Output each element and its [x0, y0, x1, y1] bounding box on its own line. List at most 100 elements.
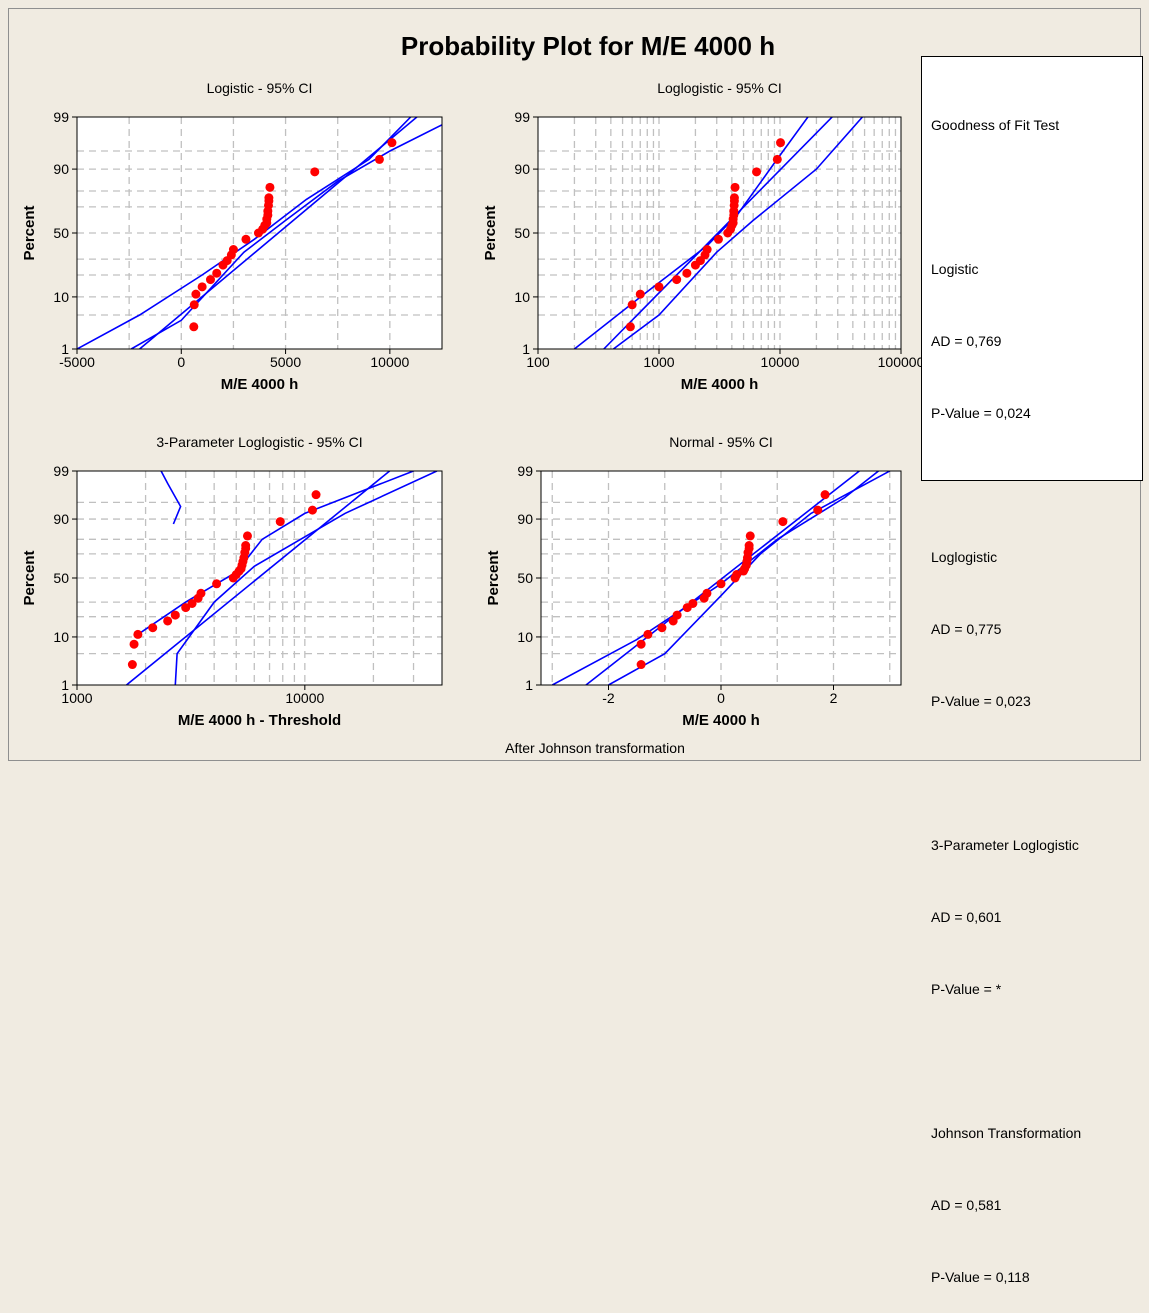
- y-axis-label: Percent: [485, 550, 502, 605]
- fit-entry-name: Loglogistic: [931, 549, 998, 565]
- fit-lines: [125, 471, 438, 685]
- ci-upper-line: [174, 471, 438, 685]
- data-point: [265, 182, 275, 192]
- data-point: [682, 268, 692, 278]
- data-point: [212, 579, 222, 589]
- data-point: [688, 598, 698, 608]
- data-point: [654, 282, 664, 292]
- data-points: [127, 490, 321, 670]
- footer-note: After Johnson transformation: [505, 740, 685, 756]
- data-point: [744, 541, 754, 551]
- data-point: [212, 268, 222, 278]
- data-point: [127, 660, 137, 670]
- chart-panel-4: -2 0 2 1 10 50 90 99 Normal - 95% CI M/E 4000 h Pe…: [485, 434, 902, 729]
- y-axis-label: Percent: [21, 205, 38, 260]
- data-point: [745, 531, 755, 541]
- data-point: [191, 289, 201, 299]
- data-point: [275, 517, 285, 527]
- ci-lower-line: [77, 117, 412, 349]
- data-point: [129, 639, 139, 649]
- data-point: [778, 517, 788, 527]
- data-point: [181, 603, 191, 613]
- data-point: [702, 588, 712, 598]
- data-point: [716, 579, 726, 589]
- x-axis-label: M/E 4000 h: [221, 376, 299, 393]
- x-tick-label: 10000: [285, 690, 324, 706]
- x-tick-label: 5000: [270, 354, 301, 370]
- grid-lines: [541, 471, 901, 685]
- data-point: [657, 623, 667, 633]
- data-point: [311, 490, 321, 500]
- data-points: [625, 138, 786, 332]
- goodness-of-fit-box: Goodness of Fit Test Logistic AD = 0,769…: [921, 56, 1143, 1285]
- chart-panel-1: -5000 0 5000 10000 1 10 50 90 99 Logistic - 95% C…: [21, 80, 443, 393]
- grid-lines: [77, 117, 442, 349]
- data-point: [729, 193, 739, 203]
- data-point: [189, 300, 199, 310]
- x-tick-label: 10000: [761, 354, 800, 370]
- x-tick-label: -5000: [59, 354, 95, 370]
- data-point: [820, 490, 830, 500]
- y-tick-label: 10: [53, 289, 69, 305]
- fit-entry-pvalue: P-Value = 0,024: [931, 405, 1031, 421]
- ci-upper-line: [612, 117, 863, 349]
- panel-title: Normal - 95% CI: [669, 434, 772, 450]
- fit-entry-name: Johnson Transformation: [931, 1125, 1082, 1141]
- fit-entry-pvalue: P-Value = 0,023: [931, 693, 1031, 709]
- panel-title: Logistic - 95% CI: [207, 80, 313, 96]
- x-axis-label: M/E 4000 h: [681, 376, 759, 393]
- y-tick-label: 50: [514, 225, 530, 241]
- fit-line: [603, 117, 834, 349]
- x-tick-label: 10000: [370, 354, 409, 370]
- data-point: [374, 154, 384, 164]
- y-tick-label: 50: [517, 570, 533, 586]
- y-tick-label: 50: [53, 570, 69, 586]
- data-point: [197, 282, 207, 292]
- panel-title: 3-Parameter Loglogistic - 95% CI: [156, 434, 362, 450]
- data-point: [205, 275, 215, 285]
- panel-title: Loglogistic - 95% CI: [657, 80, 782, 96]
- data-point: [672, 610, 682, 620]
- data-point: [635, 289, 645, 299]
- data-point: [133, 629, 143, 639]
- y-tick-label: 10: [514, 289, 530, 305]
- data-point: [627, 300, 637, 310]
- y-tick-label: 90: [514, 161, 530, 177]
- data-point: [163, 616, 173, 626]
- y-tick-label: 1: [61, 341, 69, 357]
- data-point: [228, 245, 238, 255]
- data-point: [625, 322, 635, 332]
- x-tick-label: 1000: [61, 690, 92, 706]
- ci-lower-line: [573, 117, 809, 349]
- data-point: [387, 138, 397, 148]
- data-point: [752, 167, 762, 177]
- y-tick-label: 1: [61, 677, 69, 693]
- y-tick-label: 99: [53, 109, 69, 125]
- fit-box-title: Goodness of Fit Test: [931, 117, 1060, 133]
- x-tick-label: 0: [177, 354, 185, 370]
- data-point: [241, 234, 251, 244]
- data-point: [772, 154, 782, 164]
- data-point: [643, 629, 653, 639]
- data-point: [170, 610, 180, 620]
- x-tick-label: 100: [526, 354, 550, 370]
- data-point: [713, 234, 723, 244]
- y-tick-label: 10: [517, 629, 533, 645]
- x-axis-label: M/E 4000 h - Threshold: [178, 712, 341, 729]
- x-tick-label: 0: [717, 690, 725, 706]
- data-point: [636, 639, 646, 649]
- chart-panel-3: 1000 10000 1 10 50 90 99 3-Parameter Loglogisti…: [21, 434, 443, 729]
- data-point: [310, 167, 320, 177]
- data-point: [189, 322, 199, 332]
- y-tick-label: 10: [53, 629, 69, 645]
- y-tick-label: 90: [53, 511, 69, 527]
- x-tick-label: 2: [830, 690, 838, 706]
- chart-panel-2: 100 1000 10000 100000 1 10 50 90 99 Loglogistic -…: [482, 80, 925, 393]
- y-tick-label: 1: [525, 677, 533, 693]
- fit-line: [585, 471, 861, 685]
- y-tick-label: 90: [517, 511, 533, 527]
- data-points: [189, 138, 397, 332]
- data-point: [241, 541, 251, 551]
- data-point: [732, 570, 742, 580]
